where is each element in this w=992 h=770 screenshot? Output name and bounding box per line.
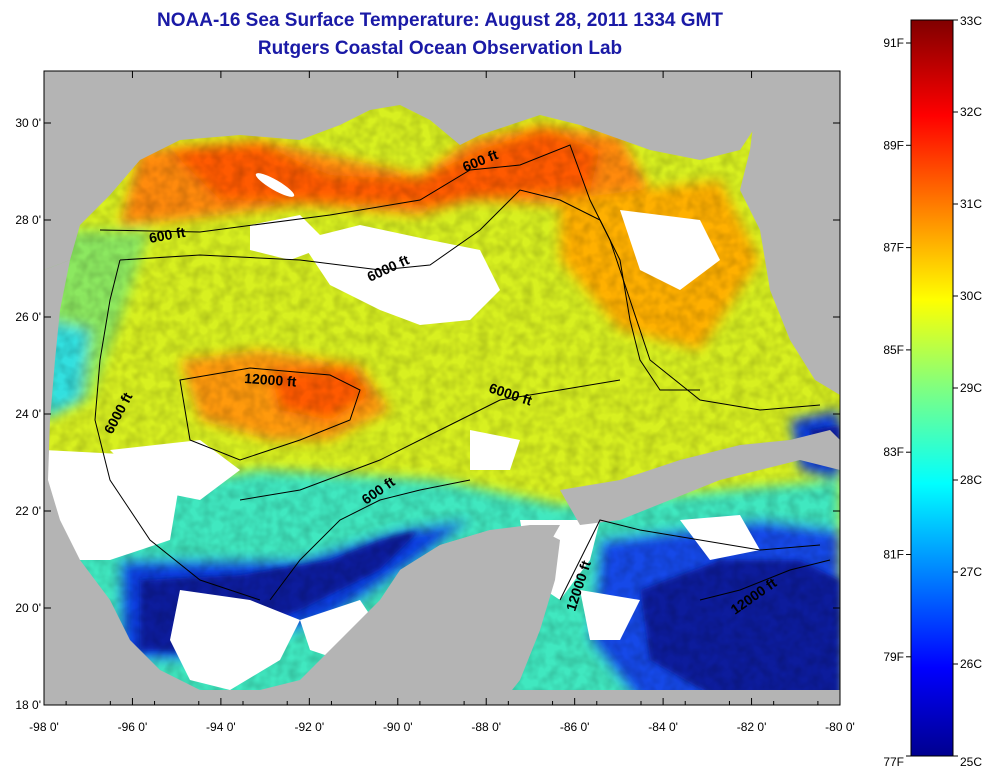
contour-12000ft-south: [559, 519, 821, 601]
contour-600ft: [99, 144, 821, 411]
fahrenheit-label: 79F: [883, 650, 904, 664]
cloud-east: [620, 210, 720, 290]
contour-12000ft: [179, 367, 361, 461]
contour-6000ft: [119, 189, 700, 391]
contour-label: 12000 ft: [244, 370, 297, 390]
x-tick-label: -86 0': [560, 720, 590, 734]
y-tick-label: 20 0': [15, 601, 41, 615]
celsius-label: 31C: [960, 197, 982, 211]
axis-ticks: -98 0' -96 0' -94 0' -92 0' -90 0' -88 0' -86 …: [15, 71, 855, 734]
colorbar-labels: 33C 32C 31C 30C 29C 28C 27C 26C 25C 91F 89F 87F 85F 8…: [883, 14, 982, 769]
fahrenheit-label: 81F: [883, 548, 904, 562]
fahrenheit-label: 83F: [883, 445, 904, 459]
y-tick-label: 28 0': [15, 213, 41, 227]
fahrenheit-label: 89F: [883, 138, 904, 152]
y-tick-label: 26 0': [15, 310, 41, 324]
celsius-label: 33C: [960, 14, 982, 28]
bathymetry-contours: [94, 144, 831, 601]
cloud-northcentral: [250, 215, 330, 260]
land-florida: [740, 71, 840, 395]
contour-6000ft-west: [94, 259, 261, 601]
x-tick-label: -82 0': [737, 720, 767, 734]
celsius-label: 27C: [960, 565, 982, 579]
cloud-midwest: [110, 440, 240, 500]
y-tick-label: 22 0': [15, 504, 41, 518]
cloud-south-1: [170, 590, 300, 690]
x-tick-label: -80 0': [825, 720, 855, 734]
cloud-streak-north: [255, 173, 295, 197]
celsius-label: 29C: [960, 381, 982, 395]
x-tick-label: -88 0': [471, 720, 501, 734]
map-title: NOAA-16 Sea Surface Temperature: August …: [157, 10, 723, 31]
contour-12000ft-east: [699, 559, 831, 601]
cloud-mid-east: [470, 430, 520, 470]
celsius-label: 30C: [960, 289, 982, 303]
x-tick-label: -94 0': [206, 720, 236, 734]
x-tick-label: -84 0': [648, 720, 678, 734]
cloud-central: [300, 225, 500, 325]
fahrenheit-label: 91F: [883, 36, 904, 50]
x-tick-label: -96 0': [118, 720, 148, 734]
x-tick-label: -98 0': [29, 720, 59, 734]
contour-600ft-south: [269, 479, 471, 601]
x-tick-label: -90 0': [383, 720, 413, 734]
cloud-southeast-2: [680, 515, 760, 560]
celsius-label: 26C: [960, 657, 982, 671]
y-tick-label: 18 0': [15, 698, 41, 712]
land-us-gulf-coast: [44, 71, 840, 270]
celsius-label: 25C: [960, 755, 982, 769]
land-yucatan: [400, 530, 560, 705]
colorbar-scale: [910, 19, 954, 757]
fahrenheit-label: 85F: [883, 343, 904, 357]
cloud-southeast-1: [580, 590, 640, 640]
y-tick-label: 30 0': [15, 116, 41, 130]
land-areas: [44, 71, 840, 705]
y-tick-label: 24 0': [15, 407, 41, 421]
contour-6000ft-mid: [239, 379, 621, 501]
celsius-label: 32C: [960, 105, 982, 119]
contour-label: 600 ft: [148, 224, 187, 246]
plot-frame: [43, 70, 841, 706]
fahrenheit-label: 77F: [883, 755, 904, 769]
land-cuba: [560, 430, 840, 525]
celsius-label: 28C: [960, 473, 982, 487]
map-subtitle: Rutgers Coastal Ocean Observation Lab: [257, 38, 623, 59]
fahrenheit-label: 87F: [883, 241, 904, 255]
x-tick-label: -92 0': [295, 720, 325, 734]
